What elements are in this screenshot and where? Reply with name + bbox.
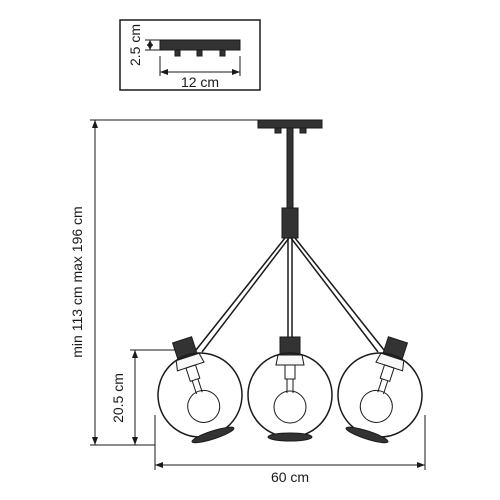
globe-height-dim: 20.5 cm bbox=[110, 350, 175, 445]
canopy-height-label: 2.5 cm bbox=[127, 24, 143, 66]
canopy-width-dim: 12 cm bbox=[160, 56, 240, 90]
canopy-width-label: 12 cm bbox=[181, 74, 219, 90]
total-height-label: min 113 cm max 196 cm bbox=[69, 206, 85, 357]
total-height-dim: min 113 cm max 196 cm bbox=[69, 120, 258, 445]
total-width-dim: 60 cm bbox=[155, 415, 425, 485]
canopy-height-dim: 2.5 cm bbox=[127, 24, 160, 66]
canopy-detail-inset: 2.5 cm 12 cm bbox=[120, 20, 260, 90]
pendant-light-diagram: 2.5 cm 12 cm bbox=[0, 0, 500, 500]
globe-height-label: 20.5 cm bbox=[110, 373, 126, 423]
pendant-fixture bbox=[142, 120, 438, 452]
total-width-label: 60 cm bbox=[271, 469, 309, 485]
